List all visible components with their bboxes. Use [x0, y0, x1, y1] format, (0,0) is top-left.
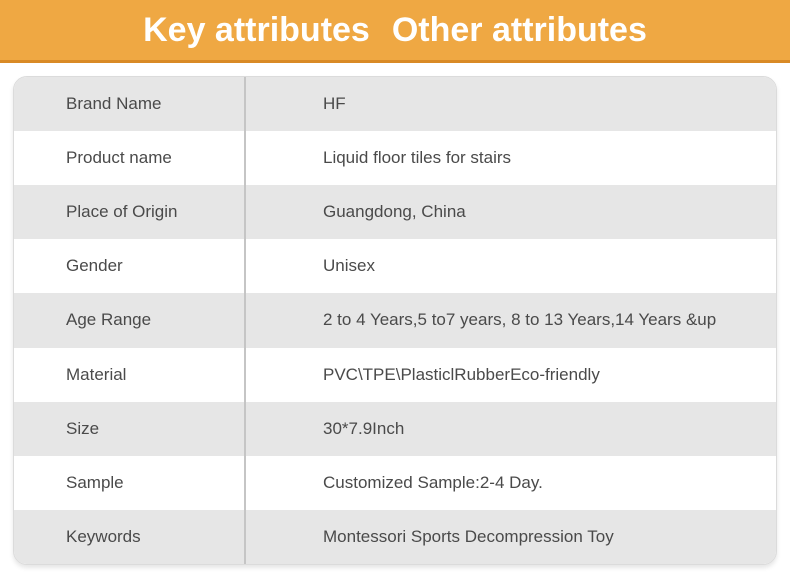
- table-row: Gender Unisex: [14, 239, 776, 294]
- attributes-header: Key attributes Other attributes: [0, 0, 790, 63]
- column-divider: [244, 77, 246, 564]
- attribute-value: Unisex: [323, 256, 375, 276]
- table-row: Product name Liquid floor tiles for stai…: [14, 131, 776, 186]
- attribute-value: Customized Sample:2-4 Day.: [323, 472, 543, 492]
- attribute-value: HF: [323, 94, 346, 114]
- table-row: Age Range 2 to 4 Years,5 to7 years, 8 to…: [14, 293, 776, 348]
- table-row: Size 30*7.9Inch: [14, 401, 776, 456]
- attributes-table: Brand Name HF Product name Liquid floor …: [13, 76, 777, 565]
- attribute-label: Gender: [66, 256, 123, 276]
- attribute-label: Product name: [66, 148, 172, 168]
- attribute-value: PVC\TPE\PlasticlRubberEco-friendly: [323, 364, 600, 384]
- table-row: Brand Name HF: [14, 77, 776, 132]
- attribute-value: Montessori Sports Decompression Toy: [323, 526, 614, 546]
- attribute-value: 30*7.9Inch: [323, 418, 405, 438]
- attribute-label: Size: [66, 418, 100, 438]
- attribute-label: Place of Origin: [66, 202, 178, 222]
- table-row: Place of Origin Guangdong, China: [14, 185, 776, 240]
- attribute-label: Sample: [66, 472, 124, 492]
- attribute-label: Keywords: [66, 526, 141, 546]
- attribute-label: Material: [66, 364, 127, 384]
- table-row: Sample Customized Sample:2-4 Day.: [14, 455, 776, 510]
- table-row: Material PVC\TPE\PlasticlRubberEco-frien…: [14, 347, 776, 402]
- attribute-label: Age Range: [66, 310, 152, 330]
- table-row: Keywords Montessori Sports Decompression…: [14, 509, 776, 564]
- tab-other-attributes[interactable]: Other attributes: [391, 11, 647, 49]
- attribute-value: Liquid floor tiles for stairs: [323, 148, 512, 168]
- attribute-value: Guangdong, China: [323, 202, 466, 222]
- attribute-label: Brand Name: [66, 94, 162, 114]
- tab-key-attributes[interactable]: Key attributes: [143, 11, 370, 49]
- attribute-value: 2 to 4 Years,5 to7 years, 8 to 13 Years,…: [323, 310, 717, 330]
